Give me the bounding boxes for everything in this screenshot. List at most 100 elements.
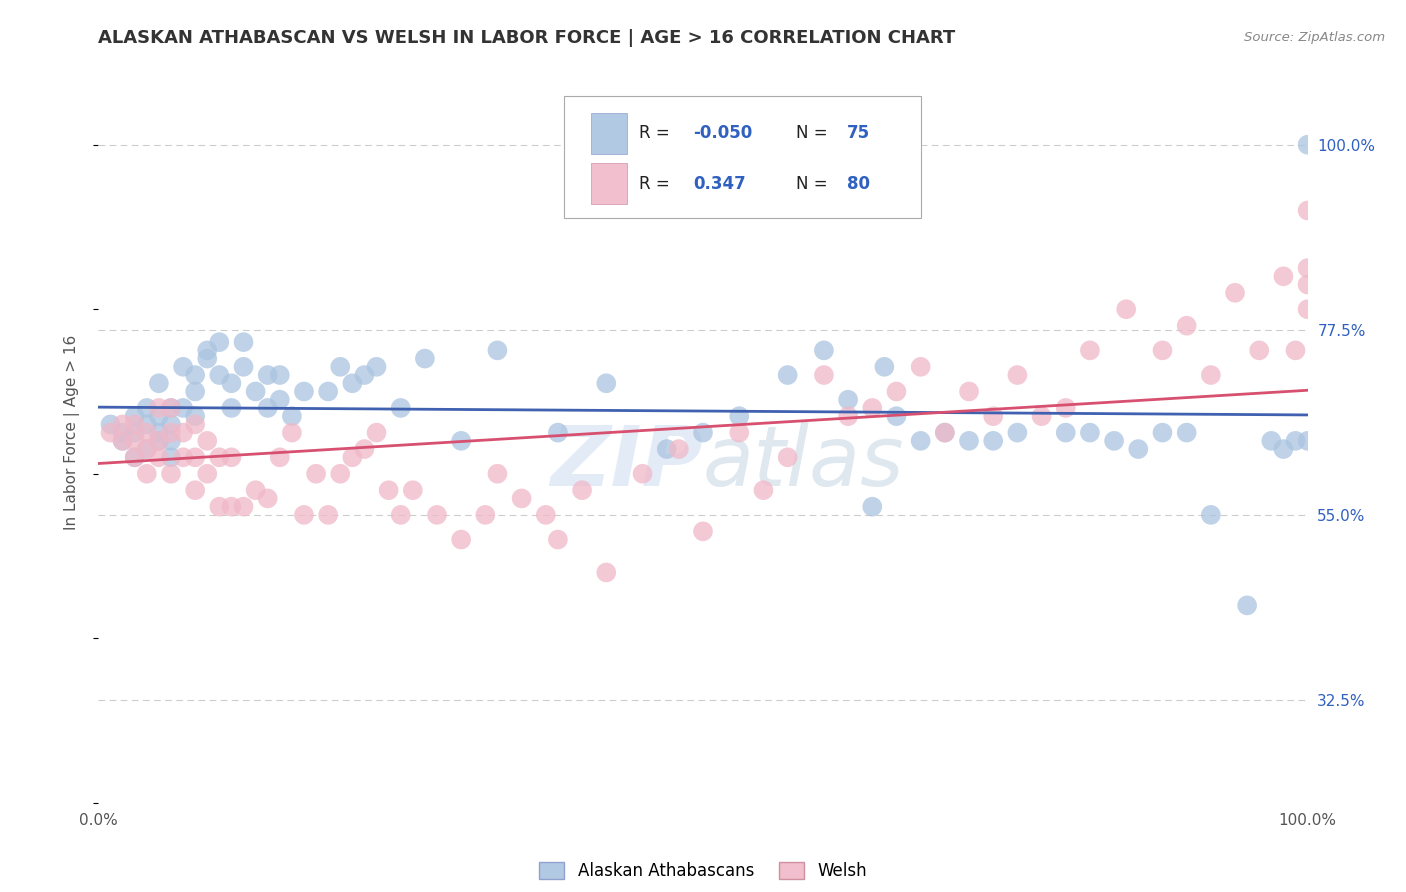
Point xyxy=(195,434,218,448)
Point xyxy=(124,425,146,440)
Point xyxy=(1115,302,1137,317)
Point xyxy=(1249,343,1271,358)
Text: 0.347: 0.347 xyxy=(693,175,747,193)
Point xyxy=(184,450,207,465)
Point xyxy=(208,450,231,465)
Point xyxy=(837,409,859,424)
Point xyxy=(232,500,254,514)
Point xyxy=(329,359,352,374)
Point xyxy=(160,467,183,481)
Point xyxy=(1284,434,1306,448)
Point xyxy=(402,483,425,498)
Point xyxy=(316,384,339,399)
Point xyxy=(510,491,533,506)
Point xyxy=(728,425,751,440)
Point xyxy=(571,483,593,498)
Point xyxy=(1054,425,1077,440)
Point xyxy=(160,401,183,415)
Point xyxy=(353,442,375,456)
Point xyxy=(910,359,932,374)
Point xyxy=(256,401,278,415)
Point xyxy=(195,467,218,481)
Point xyxy=(195,351,218,366)
Point xyxy=(269,450,291,465)
Point xyxy=(281,409,304,424)
Point xyxy=(172,450,194,465)
Point xyxy=(474,508,496,522)
Point xyxy=(668,442,690,456)
Point xyxy=(342,450,364,465)
Point xyxy=(692,524,714,539)
Point xyxy=(148,434,170,448)
Point xyxy=(1296,277,1319,292)
Point xyxy=(886,409,908,424)
Point xyxy=(111,434,134,448)
Point xyxy=(1199,368,1222,382)
Point xyxy=(124,434,146,448)
Point xyxy=(413,351,436,366)
Text: R =: R = xyxy=(638,124,669,142)
Point xyxy=(195,343,218,358)
Point xyxy=(1152,425,1174,440)
Text: -0.050: -0.050 xyxy=(693,124,752,142)
Point xyxy=(342,376,364,391)
Legend: Alaskan Athabascans, Welsh: Alaskan Athabascans, Welsh xyxy=(533,855,873,887)
Point xyxy=(124,409,146,424)
Point xyxy=(860,500,883,514)
Point xyxy=(1272,442,1295,456)
Point xyxy=(547,425,569,440)
Point xyxy=(981,434,1004,448)
Point xyxy=(100,425,122,440)
Point xyxy=(292,508,315,522)
Point xyxy=(245,384,267,399)
Point xyxy=(184,409,207,424)
Point xyxy=(184,483,207,498)
Text: 75: 75 xyxy=(846,124,870,142)
Point xyxy=(281,425,304,440)
Point xyxy=(631,467,654,481)
Point xyxy=(813,343,835,358)
Point xyxy=(1223,285,1246,300)
Point xyxy=(172,425,194,440)
Text: atlas: atlas xyxy=(703,422,904,503)
Point xyxy=(366,359,388,374)
Point xyxy=(135,442,157,456)
Point xyxy=(256,368,278,382)
Point xyxy=(486,467,509,481)
Point xyxy=(813,368,835,382)
Point xyxy=(1236,599,1258,613)
Point xyxy=(934,425,956,440)
Point xyxy=(124,450,146,465)
FancyBboxPatch shape xyxy=(591,112,627,153)
Point xyxy=(232,335,254,350)
Point xyxy=(934,425,956,440)
Point xyxy=(148,401,170,415)
Point xyxy=(208,368,231,382)
Point xyxy=(232,359,254,374)
Point xyxy=(221,500,243,514)
Point xyxy=(595,566,617,580)
Point xyxy=(160,417,183,432)
Point xyxy=(486,343,509,358)
Point xyxy=(135,467,157,481)
Point xyxy=(135,401,157,415)
Point xyxy=(184,384,207,399)
Point xyxy=(389,508,412,522)
Point xyxy=(1128,442,1150,456)
Point xyxy=(172,401,194,415)
Point xyxy=(1284,343,1306,358)
Point xyxy=(1078,425,1101,440)
Point xyxy=(135,425,157,440)
Point xyxy=(269,392,291,407)
Point xyxy=(316,508,339,522)
Point xyxy=(655,442,678,456)
Point xyxy=(1078,343,1101,358)
Text: N =: N = xyxy=(796,124,828,142)
Point xyxy=(160,450,183,465)
Point xyxy=(160,434,183,448)
Point xyxy=(172,359,194,374)
Point xyxy=(160,401,183,415)
Point xyxy=(776,450,799,465)
Point xyxy=(208,500,231,514)
Point xyxy=(1296,434,1319,448)
